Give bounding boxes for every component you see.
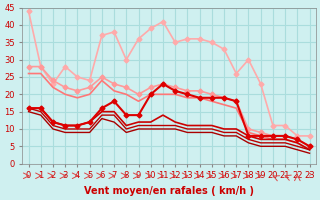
- X-axis label: Vent moyen/en rafales ( km/h ): Vent moyen/en rafales ( km/h ): [84, 186, 254, 196]
- Text: ?: ?: [308, 173, 311, 179]
